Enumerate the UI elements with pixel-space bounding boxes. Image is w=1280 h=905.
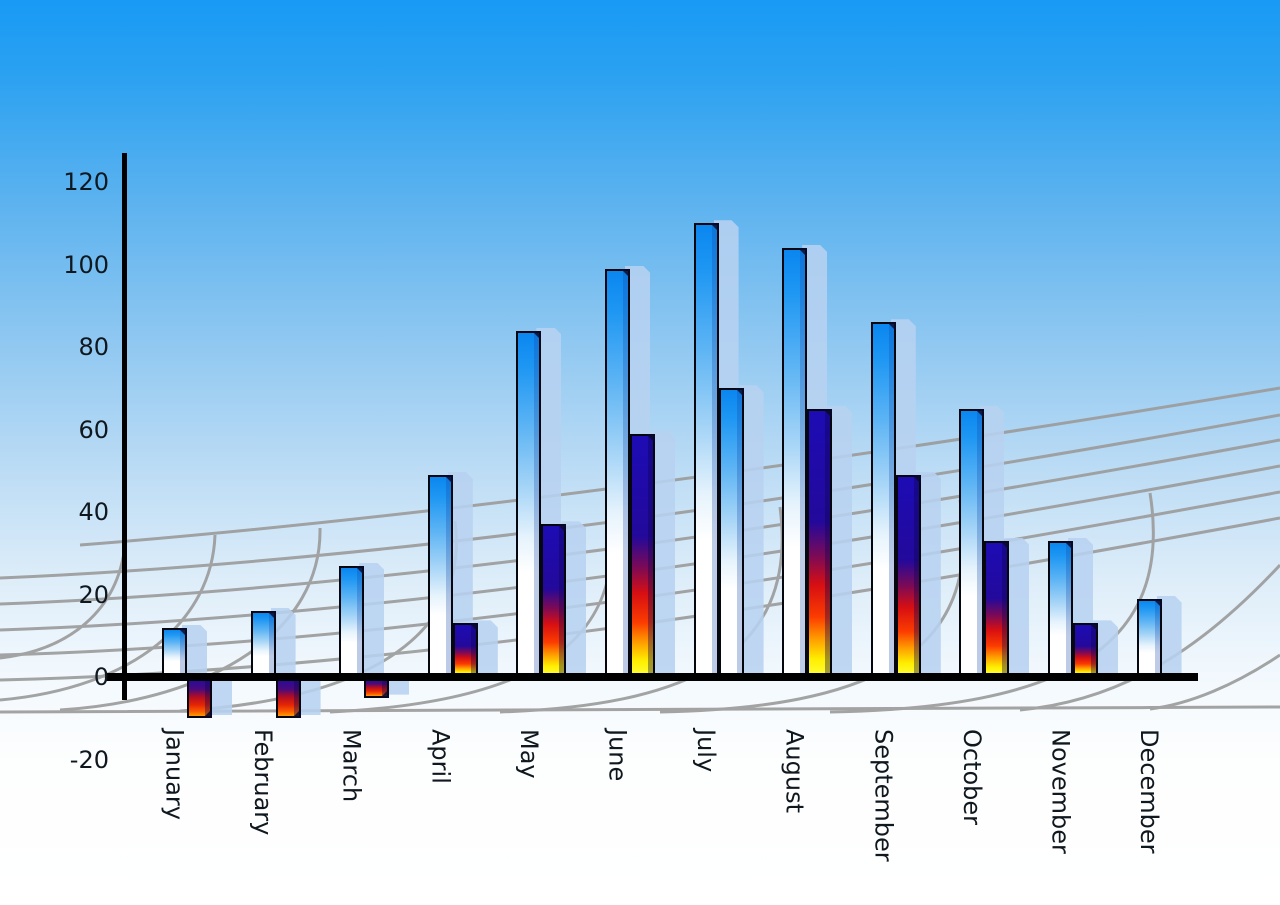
bar-june-series2 (630, 433, 655, 677)
bar-march-series1 (339, 565, 365, 677)
bar-may-series2 (541, 524, 567, 677)
y-axis-label-0: 0 (93, 663, 109, 691)
y-axis-label-40: 40 (78, 498, 109, 526)
bar-october-series1 (959, 408, 985, 677)
bar-july-series1 (693, 223, 719, 677)
bar-july-series2 (718, 388, 744, 677)
bar-january-series1 (162, 627, 187, 677)
x-axis-label-september: September (869, 729, 898, 862)
x-axis-label-august: August (780, 729, 809, 813)
x-axis-label-july: July (692, 729, 721, 773)
y-axis-label-120: 120 (63, 168, 109, 196)
x-axis-label-june: June (603, 729, 632, 782)
bar-january-series2 (187, 677, 212, 719)
bar-november-series2 (1073, 623, 1098, 677)
bar-april-series1 (427, 474, 453, 677)
y-axis-label-20: 20 (78, 580, 109, 609)
x-axis-label-december: December (1135, 729, 1164, 854)
x-axis-label-march: March (337, 729, 366, 803)
bar-june-series1 (605, 268, 630, 677)
x-axis-label-february: February (249, 729, 278, 836)
x-axis-zero-line (106, 673, 1198, 681)
y-axis-label-80: 80 (78, 333, 109, 361)
x-axis-label-november: November (1046, 729, 1075, 854)
y-axis-line (122, 153, 127, 700)
x-axis-label-april: April (426, 729, 455, 784)
y-axis-label--20: -20 (69, 745, 109, 774)
y-axis-label-60: 60 (78, 415, 109, 444)
bar-february-series1 (250, 611, 276, 677)
bar-september-series1 (870, 322, 896, 677)
bar-september-series2 (895, 474, 921, 677)
bar-august-series1 (782, 248, 808, 677)
x-axis-label-may: May (514, 729, 543, 779)
bar-august-series2 (807, 408, 833, 677)
x-axis-label-october: October (957, 729, 986, 826)
bar-october-series2 (984, 540, 1010, 677)
bar-february-series2 (275, 677, 301, 719)
bar-november-series1 (1048, 540, 1073, 677)
bar-may-series1 (516, 330, 542, 677)
x-axis-label-january: January (160, 729, 189, 820)
y-axis-label-100: 100 (63, 250, 109, 279)
